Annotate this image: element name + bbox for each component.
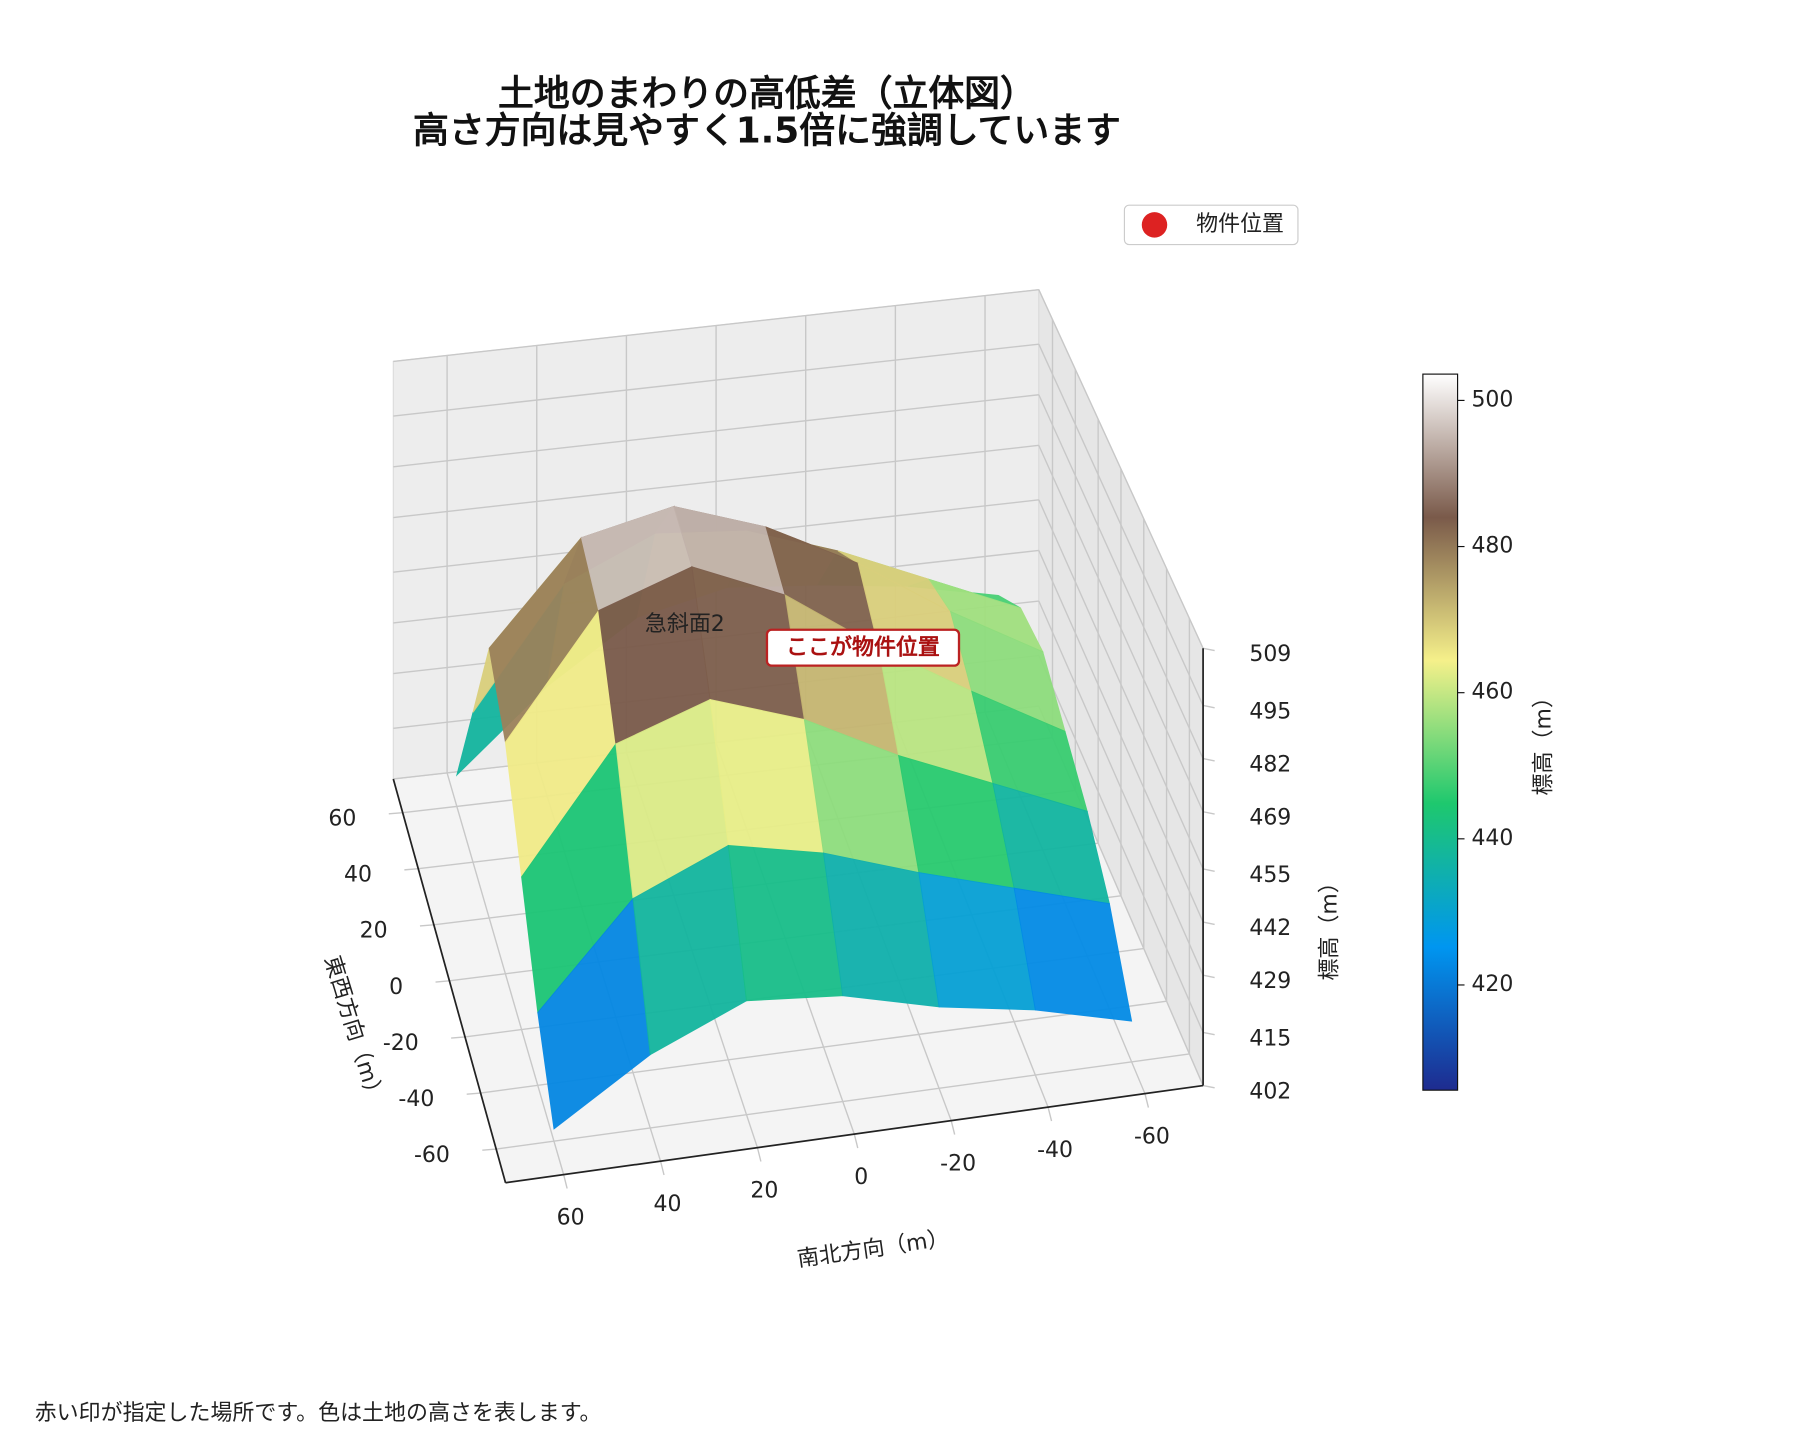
grid-line — [496, 1053, 1190, 1150]
legend-marker — [1141, 212, 1168, 238]
tick-mark — [1202, 647, 1215, 652]
z-tick-label: 415 — [1249, 1026, 1291, 1051]
tick-mark — [1047, 1106, 1053, 1122]
tick-mark — [756, 1147, 762, 1162]
x-tick-label: 40 — [653, 1192, 681, 1217]
tick-mark — [1202, 921, 1215, 926]
x-tick-label: -60 — [1134, 1125, 1170, 1150]
tick-mark — [388, 811, 403, 815]
colorbar-tick-label: 500 — [1471, 387, 1513, 412]
x-tick-label: 20 — [750, 1179, 778, 1204]
grid-line — [1038, 499, 1204, 870]
plot: 60 40 20 0 -20 -40 -60 60 40 20 0 -20 -40 -60 402 415 42… — [319, 288, 1556, 1272]
y-tick-label: -40 — [398, 1087, 434, 1112]
tick-mark — [1202, 1031, 1215, 1036]
tick-mark — [404, 868, 419, 871]
colorbar-tick-label: 480 — [1471, 534, 1513, 559]
colorbar-tick-label: 460 — [1471, 680, 1513, 705]
colorbar-tick-label: 420 — [1471, 972, 1513, 997]
x-tick-label: 60 — [557, 1206, 585, 1231]
y-tick-label: 60 — [328, 807, 356, 832]
colorbar-label: 標高（m） — [1531, 686, 1556, 795]
grid-line — [393, 343, 1039, 417]
tick-mark — [419, 924, 434, 927]
tick-mark — [853, 1133, 859, 1149]
legend-box — [1123, 204, 1299, 246]
grid-line — [393, 394, 1039, 468]
tick-mark — [435, 980, 450, 983]
grid-line — [393, 288, 1039, 363]
z-axis-label: 標高（m） — [1317, 871, 1342, 980]
x-tick-label: 0 — [854, 1165, 868, 1190]
z-tick-label: 482 — [1249, 753, 1291, 778]
y-tick-label: 20 — [360, 919, 388, 944]
annotation: ここが物件位置 — [786, 634, 940, 660]
grid-line — [1038, 445, 1204, 813]
y-tick-label: 40 — [344, 863, 372, 888]
chart-subtitle: 高さ方向は見やすく1.5倍に強調しています — [413, 110, 1121, 151]
z-tick-label: 429 — [1249, 969, 1291, 994]
tick-mark — [1202, 811, 1215, 815]
surface-patch — [1013, 887, 1133, 1022]
y-tick-label: -60 — [414, 1143, 450, 1168]
x-tick-label: -20 — [940, 1152, 976, 1177]
grid-line — [393, 444, 1039, 519]
z-tick-label: 469 — [1249, 806, 1291, 831]
annotation-box — [765, 628, 961, 667]
legend-label: 物件位置 — [1196, 212, 1284, 237]
tick-mark — [1144, 1093, 1150, 1108]
x-axis-line — [505, 1084, 1204, 1184]
tick-mark — [1202, 704, 1215, 709]
tick-mark — [482, 1148, 497, 1151]
tick-mark — [1202, 757, 1215, 762]
tick-mark — [466, 1092, 481, 1095]
z-tick-label: 495 — [1249, 699, 1291, 724]
colorbar-tick-label: 440 — [1471, 826, 1513, 851]
chart-title: 土地のまわりの高低差（立体図） — [498, 73, 1036, 114]
annotation: 急斜面2 — [645, 612, 725, 637]
tick-mark — [1202, 1084, 1215, 1089]
tick-mark — [451, 1036, 466, 1039]
grid-line — [1038, 600, 1204, 976]
y-tick-label: -20 — [383, 1031, 419, 1056]
tick-mark — [659, 1160, 665, 1176]
y-axis-label: 東西方向（m） — [319, 953, 388, 1107]
colorbar — [1422, 373, 1459, 1091]
grid-line — [1038, 394, 1204, 759]
grid-line — [1038, 550, 1204, 923]
y-axis-line — [392, 778, 507, 1183]
grid-line — [1038, 289, 1204, 649]
z-tick-label: 509 — [1249, 642, 1291, 667]
y-tick-label: 0 — [389, 975, 403, 1000]
x-axis-label: 南北方向（m） — [796, 1226, 951, 1272]
tick-mark — [1202, 974, 1215, 979]
z-tick-label: 442 — [1249, 916, 1291, 941]
z-tick-label: 402 — [1249, 1079, 1291, 1104]
z-tick-label: 455 — [1249, 863, 1291, 888]
tick-mark — [950, 1120, 956, 1135]
x-tick-label: -40 — [1037, 1138, 1073, 1163]
tick-mark — [562, 1174, 568, 1189]
caption: 赤い印が指定した場所です。色は土地の高さを表します。 — [35, 1401, 602, 1426]
grid-line — [1038, 343, 1204, 706]
grid-line — [1038, 655, 1204, 1033]
tick-mark — [1202, 868, 1215, 872]
